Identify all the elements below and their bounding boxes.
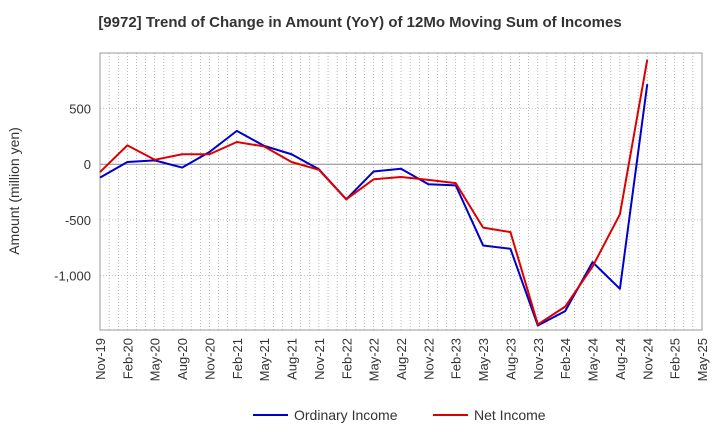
y-axis-ticks: 500 0 -500 -1,000 (54, 102, 91, 284)
y-axis-title: Amount (million yen) (6, 127, 22, 255)
x-tick-label: Feb-24 (558, 338, 573, 379)
series-lines (99, 59, 649, 327)
x-tick-label: Nov-21 (312, 338, 327, 380)
x-tick-label: Aug-20 (175, 338, 190, 380)
plot-border (99, 52, 703, 331)
y-tick-label: -500 (65, 213, 91, 228)
x-tick-label: Nov-20 (202, 338, 217, 380)
x-tick-label: Nov-24 (640, 338, 655, 380)
legend-label: Ordinary Income (294, 407, 398, 423)
series-line-ordinary-income (99, 84, 649, 327)
x-tick-label: Feb-21 (230, 338, 245, 379)
chart-title: [9972] Trend of Change in Amount (YoY) o… (98, 14, 622, 31)
x-tick-label: May-20 (148, 338, 163, 381)
x-tick-label: May-23 (476, 338, 491, 381)
grid (99, 53, 703, 330)
x-tick-label: May-24 (586, 338, 601, 381)
x-tick-label: Nov-19 (93, 338, 108, 380)
x-tick-label: Nov-22 (421, 338, 436, 380)
legend: Ordinary Income Net Income (253, 407, 546, 423)
x-tick-label: Feb-25 (668, 338, 683, 379)
y-tick-label: 0 (84, 157, 91, 172)
x-tick-label: Feb-20 (120, 338, 135, 379)
series-line-net-income (99, 59, 649, 326)
x-tick-label: May-21 (257, 338, 272, 381)
legend-label: Net Income (474, 407, 546, 423)
x-tick-label: May-25 (695, 338, 710, 381)
y-tick-label: -1,000 (54, 268, 91, 283)
x-tick-label: Feb-22 (339, 338, 354, 379)
x-tick-label: Aug-23 (503, 338, 518, 380)
y-tick-label: 500 (69, 102, 91, 117)
x-tick-label: Feb-23 (449, 338, 464, 379)
x-tick-label: Aug-24 (613, 338, 628, 380)
x-tick-label: May-22 (367, 338, 382, 381)
x-tick-label: Nov-23 (531, 338, 546, 380)
x-axis-ticks: Nov-19 Feb-20 May-20 Aug-20 Nov-20 Feb-21 May-… (93, 338, 710, 381)
x-tick-label: Aug-22 (394, 338, 409, 380)
x-tick-label: Aug-21 (285, 338, 300, 380)
